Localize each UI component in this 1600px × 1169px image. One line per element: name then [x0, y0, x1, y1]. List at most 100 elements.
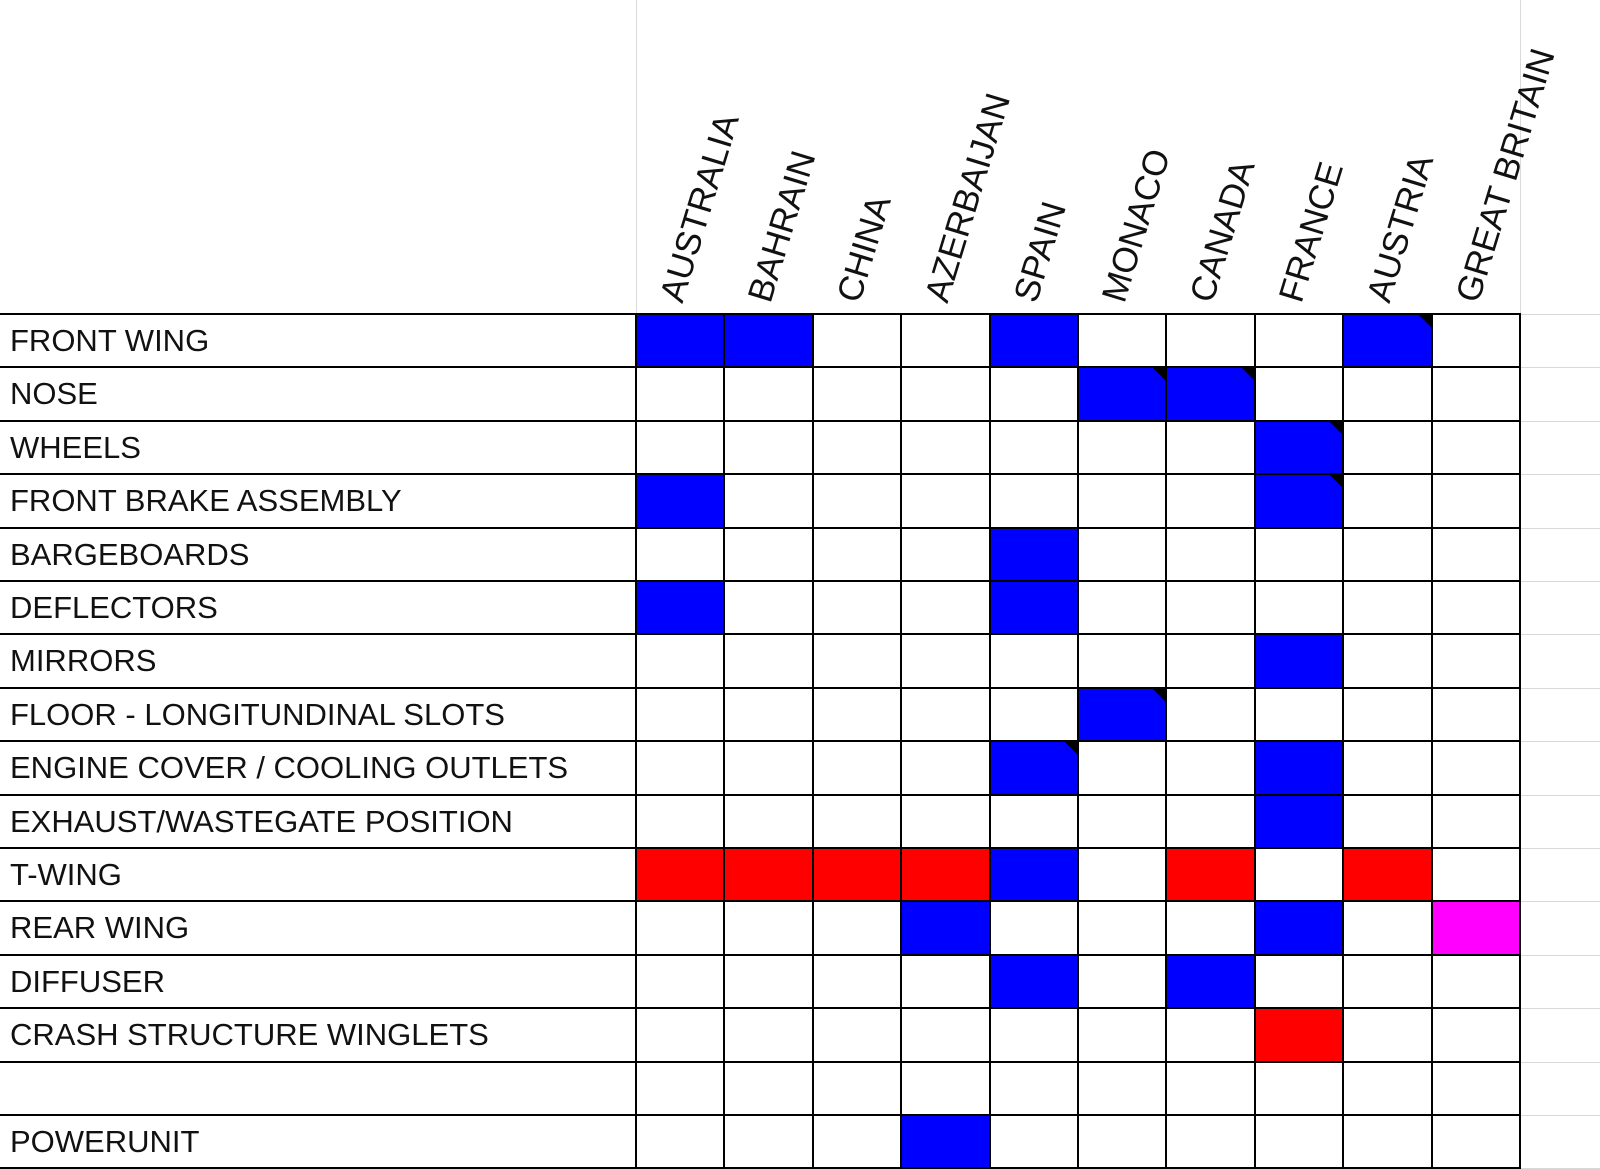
row-label[interactable]: POWERUNIT: [10, 1124, 200, 1159]
matrix-cell[interactable]: [1166, 688, 1255, 741]
row-label[interactable]: DIFFUSER: [10, 964, 165, 999]
matrix-cell[interactable]: [901, 848, 990, 901]
matrix-cell[interactable]: [1432, 1115, 1520, 1168]
matrix-cell[interactable]: [1255, 367, 1343, 421]
matrix-cell[interactable]: [813, 688, 901, 741]
matrix-cell[interactable]: [990, 314, 1078, 367]
matrix-cell[interactable]: [1432, 955, 1520, 1008]
matrix-cell[interactable]: [724, 741, 813, 795]
matrix-cell[interactable]: [901, 421, 990, 474]
row-label[interactable]: REAR WING: [10, 910, 190, 945]
matrix-cell[interactable]: [1078, 634, 1166, 688]
row-label[interactable]: T-WING: [10, 857, 122, 892]
matrix-cell[interactable]: [990, 634, 1078, 688]
matrix-cell[interactable]: [724, 901, 813, 955]
matrix-cell[interactable]: [1078, 528, 1166, 581]
matrix-cell[interactable]: [1432, 1008, 1520, 1062]
matrix-cell[interactable]: [1255, 581, 1343, 634]
matrix-cell[interactable]: [636, 848, 724, 901]
matrix-cell[interactable]: [1166, 634, 1255, 688]
matrix-cell[interactable]: [1432, 528, 1520, 581]
matrix-cell[interactable]: [1255, 741, 1343, 795]
matrix-cell[interactable]: [990, 474, 1078, 528]
matrix-cell[interactable]: [1343, 581, 1432, 634]
matrix-cell[interactable]: [1255, 1115, 1343, 1168]
matrix-cell[interactable]: [1166, 581, 1255, 634]
matrix-cell[interactable]: [1166, 421, 1255, 474]
matrix-cell[interactable]: [990, 1115, 1078, 1168]
matrix-cell[interactable]: [724, 1008, 813, 1062]
matrix-cell[interactable]: [724, 474, 813, 528]
matrix-cell[interactable]: [724, 688, 813, 741]
matrix-cell[interactable]: [813, 367, 901, 421]
matrix-cell[interactable]: [901, 1008, 990, 1062]
matrix-cell[interactable]: [1078, 1062, 1166, 1115]
matrix-cell[interactable]: [1343, 848, 1432, 901]
matrix-cell[interactable]: [990, 367, 1078, 421]
matrix-cell[interactable]: [813, 955, 901, 1008]
matrix-cell[interactable]: [1255, 901, 1343, 955]
row-label[interactable]: FLOOR - LONGITUNDINAL SLOTS: [10, 697, 505, 732]
matrix-cell[interactable]: [636, 901, 724, 955]
matrix-cell[interactable]: [1078, 1008, 1166, 1062]
matrix-cell[interactable]: [813, 314, 901, 367]
matrix-cell-with-note[interactable]: [1255, 474, 1343, 528]
matrix-cell[interactable]: [813, 528, 901, 581]
matrix-cell[interactable]: [990, 688, 1078, 741]
matrix-cell[interactable]: [1078, 848, 1166, 901]
matrix-cell[interactable]: [724, 634, 813, 688]
matrix-cell[interactable]: [636, 795, 724, 848]
matrix-cell[interactable]: [636, 474, 724, 528]
row-label[interactable]: FRONT WING: [10, 323, 210, 358]
matrix-cell-with-note[interactable]: [1343, 314, 1432, 367]
matrix-cell[interactable]: [636, 1115, 724, 1168]
matrix-cell[interactable]: [990, 421, 1078, 474]
matrix-cell-with-note[interactable]: [990, 741, 1078, 795]
matrix-cell[interactable]: [901, 528, 990, 581]
matrix-cell[interactable]: [901, 367, 990, 421]
matrix-cell[interactable]: [1078, 795, 1166, 848]
matrix-cell[interactable]: [990, 528, 1078, 581]
matrix-cell[interactable]: [1255, 848, 1343, 901]
matrix-cell[interactable]: [1432, 367, 1520, 421]
matrix-cell[interactable]: [1166, 314, 1255, 367]
matrix-cell[interactable]: [901, 741, 990, 795]
matrix-cell[interactable]: [813, 634, 901, 688]
matrix-cell[interactable]: [990, 795, 1078, 848]
matrix-cell[interactable]: [724, 528, 813, 581]
matrix-cell[interactable]: [724, 955, 813, 1008]
matrix-cell[interactable]: [1078, 581, 1166, 634]
row-label[interactable]: NOSE: [10, 376, 98, 411]
matrix-cell[interactable]: [1166, 795, 1255, 848]
matrix-cell[interactable]: [813, 1062, 901, 1115]
matrix-cell[interactable]: [813, 741, 901, 795]
matrix-cell[interactable]: [1343, 955, 1432, 1008]
row-label[interactable]: FRONT BRAKE ASSEMBLY: [10, 483, 402, 518]
matrix-cell-with-note[interactable]: [1255, 421, 1343, 474]
matrix-cell[interactable]: [901, 474, 990, 528]
matrix-cell[interactable]: [1255, 528, 1343, 581]
matrix-cell[interactable]: [901, 314, 990, 367]
row-label[interactable]: [10, 1062, 620, 1115]
matrix-cell[interactable]: [724, 795, 813, 848]
matrix-cell[interactable]: [1166, 741, 1255, 795]
matrix-cell[interactable]: [901, 688, 990, 741]
matrix-cell[interactable]: [1078, 741, 1166, 795]
matrix-cell[interactable]: [1078, 901, 1166, 955]
matrix-cell[interactable]: [990, 1008, 1078, 1062]
matrix-cell[interactable]: [990, 581, 1078, 634]
matrix-cell[interactable]: [1432, 634, 1520, 688]
matrix-cell[interactable]: [636, 314, 724, 367]
matrix-cell[interactable]: [1432, 421, 1520, 474]
matrix-cell[interactable]: [901, 795, 990, 848]
row-label[interactable]: EXHAUST/WASTEGATE POSITION: [10, 804, 513, 839]
matrix-cell[interactable]: [1166, 1008, 1255, 1062]
matrix-cell[interactable]: [813, 421, 901, 474]
matrix-cell[interactable]: [1255, 1062, 1343, 1115]
matrix-cell[interactable]: [1078, 474, 1166, 528]
matrix-cell[interactable]: [636, 688, 724, 741]
matrix-cell[interactable]: [636, 1062, 724, 1115]
matrix-cell[interactable]: [1432, 688, 1520, 741]
matrix-cell[interactable]: [901, 634, 990, 688]
matrix-cell[interactable]: [636, 1008, 724, 1062]
